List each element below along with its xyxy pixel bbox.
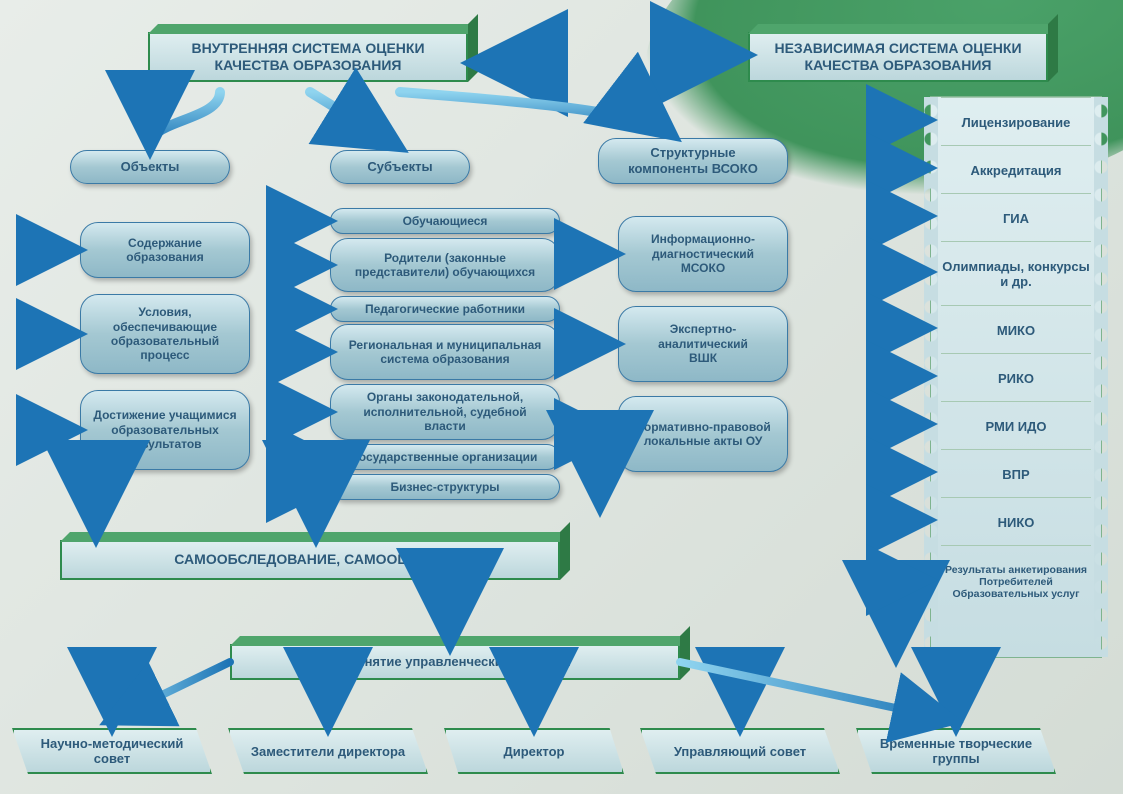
subject-item: Родители (законные представители) обучаю… [330,238,560,292]
bottom-role: Директор [444,728,624,774]
bottom-role: Заместители директора [228,728,428,774]
heading-subjects: Субъекты [330,150,470,184]
right-list-item: НИКО [941,497,1091,546]
right-list-item: Результаты анкетирования Потребителей Об… [941,545,1091,618]
right-list-item: ГИА [941,193,1091,242]
right-scallop-column: ЛицензированиеАккредитацияГИАОлимпиады, … [930,96,1102,658]
right-list-item: Аккредитация [941,145,1091,194]
right-list-item: РМИ ИДО [941,401,1091,450]
object-item: Условия, обеспечивающие образовательный … [80,294,250,374]
component-item: Нормативно-правовой локальные акты ОУ [618,396,788,472]
object-item: Содержание образования [80,222,250,278]
object-item: Достижение учащимися образовательных рез… [80,390,250,470]
right-list-item: Олимпиады, конкурсы и др. [941,241,1091,306]
heading-components: Структурные компоненты ВСОКО [598,138,788,184]
header-independent-system: НЕЗАВИСИМАЯ СИСТЕМА ОЦЕНКИ КАЧЕСТВА ОБРА… [748,32,1048,82]
subject-item: Бизнес-структуры [330,474,560,500]
bar-self-assessment: САМООБСЛЕДОВАНИЕ, САМООЦЕНКА [60,540,560,580]
heading-objects: Объекты [70,150,230,184]
bottom-role: Временные творческие группы [856,728,1056,774]
bar-decision: Принятие управленческих решений [230,644,680,680]
subject-item: Государственные организации [330,444,560,470]
subject-item: Органы законодательной, исполнительной, … [330,384,560,440]
right-list-item: РИКО [941,353,1091,402]
bottom-role: Управляющий совет [640,728,840,774]
subject-item: Педагогические работники [330,296,560,322]
right-list-item: МИКО [941,305,1091,354]
right-list-item: ВПР [941,449,1091,498]
header-internal-system: ВНУТРЕННЯЯ СИСТЕМА ОЦЕНКИ КАЧЕСТВА ОБРАЗ… [148,32,468,82]
right-list-item: Лицензирование [941,97,1091,146]
subject-item: Обучающиеся [330,208,560,234]
bottom-role: Научно-методический совет [12,728,212,774]
diagram-stage: ВНУТРЕННЯЯ СИСТЕМА ОЦЕНКИ КАЧЕСТВА ОБРАЗ… [0,0,1123,794]
subject-item: Региональная и муниципальная система обр… [330,324,560,380]
component-item: Экспертно-аналитический ВШК [618,306,788,382]
component-item: Информационно-диагностический МСОКО [618,216,788,292]
